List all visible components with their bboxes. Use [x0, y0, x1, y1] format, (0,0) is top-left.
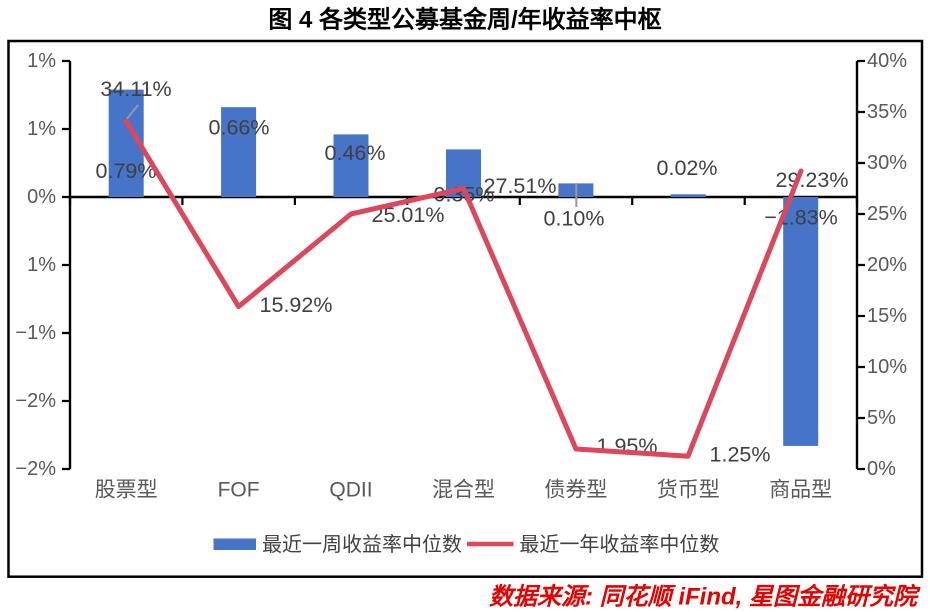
svg-text:34.11%: 34.11% — [100, 77, 171, 101]
svg-text:0.46%: 0.46% — [325, 141, 386, 165]
svg-text:10%: 10% — [867, 356, 907, 378]
svg-text:QDII: QDII — [329, 479, 372, 502]
svg-text:0%: 0% — [27, 186, 56, 208]
svg-text:0.02%: 0.02% — [657, 156, 718, 180]
svg-text:1.25%: 1.25% — [710, 443, 771, 467]
svg-text:15%: 15% — [867, 305, 907, 327]
svg-text:混合型: 混合型 — [432, 479, 495, 502]
svg-text:数据来源: 同花顺 iFind, 星图金融研究院: 数据来源: 同花顺 iFind, 星图金融研究院 — [489, 584, 921, 611]
svg-text:最近一周收益率中位数: 最近一周收益率中位数 — [262, 533, 462, 556]
svg-text:30%: 30% — [867, 152, 907, 174]
svg-text:0.10%: 0.10% — [544, 207, 605, 231]
svg-text:货币型: 货币型 — [657, 479, 720, 502]
svg-text:0.79%: 0.79% — [96, 159, 157, 183]
svg-text:最近一年收益率中位数: 最近一年收益率中位数 — [519, 533, 719, 556]
svg-text:0%: 0% — [867, 458, 896, 480]
svg-text:−2%: −2% — [15, 458, 56, 480]
svg-text:−1.83%: −1.83% — [764, 206, 838, 230]
svg-text:1%: 1% — [27, 118, 56, 140]
svg-text:25%: 25% — [867, 203, 907, 225]
svg-text:1%: 1% — [27, 254, 56, 276]
svg-text:0.66%: 0.66% — [209, 116, 270, 140]
svg-text:−2%: −2% — [15, 390, 56, 412]
svg-text:5%: 5% — [867, 407, 896, 429]
svg-text:35%: 35% — [867, 101, 907, 123]
svg-text:股票型: 股票型 — [95, 479, 158, 502]
svg-text:1%: 1% — [27, 50, 56, 72]
svg-text:29.23%: 29.23% — [776, 168, 849, 192]
svg-text:−1%: −1% — [15, 322, 56, 344]
svg-text:40%: 40% — [867, 50, 907, 72]
svg-text:图 4 各类型公募基金周/年收益率中枢: 图 4 各类型公募基金周/年收益率中枢 — [268, 6, 661, 34]
svg-text:商品型: 商品型 — [769, 479, 832, 502]
svg-text:FOF: FOF — [218, 479, 260, 502]
svg-text:债券型: 债券型 — [544, 479, 607, 502]
svg-text:27.51%: 27.51% — [484, 174, 557, 198]
svg-text:15.92%: 15.92% — [260, 293, 333, 317]
svg-text:20%: 20% — [867, 254, 907, 276]
